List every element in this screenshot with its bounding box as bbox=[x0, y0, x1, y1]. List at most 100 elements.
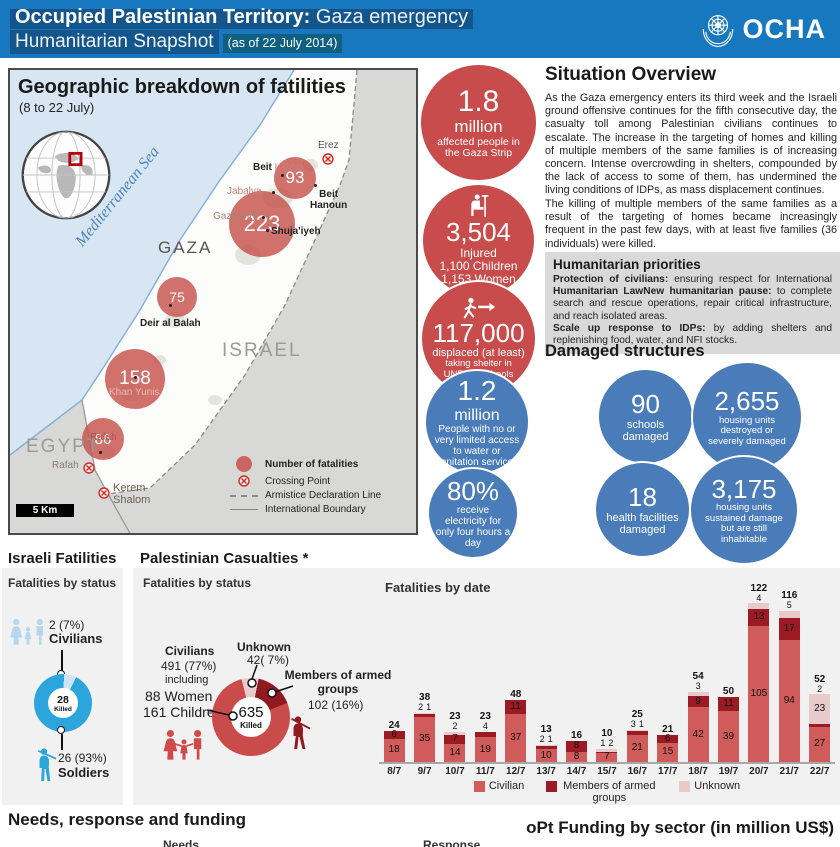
bar-segment-members-of-armed-groups: 17 bbox=[778, 617, 800, 640]
place-jabalya: Jabalya bbox=[227, 186, 262, 197]
priorities-title: Humanitarian priorities bbox=[553, 257, 701, 272]
crossing-point-icon bbox=[98, 487, 110, 499]
region-egypt: EGYPT bbox=[26, 436, 101, 457]
bar-total-label: 21 bbox=[662, 723, 674, 735]
bar-segment-civilian: 14 bbox=[444, 743, 466, 762]
armed-group-member-icon bbox=[291, 716, 310, 749]
palestinian-armed-label: Members of armed groups bbox=[284, 668, 392, 696]
crossing-point-icon bbox=[238, 475, 250, 487]
map-legend: Number of fatalities Crossing Point Armi… bbox=[229, 456, 409, 518]
bar-group-9/7: 38 2 1 35 bbox=[409, 576, 439, 762]
bar-segment-civilian: 42 bbox=[687, 707, 709, 762]
damaged-housing-inhabitable-circle: 3,175 housing units sustained damage but… bbox=[689, 455, 799, 565]
bar-segment-civilian: 39 bbox=[717, 711, 739, 762]
chart-x-axis: 8/7 9/7 10/7 11/7 12/7 13/7 14/7 15/7 16/7 17/7 18… bbox=[379, 762, 835, 777]
bar-segment-members-of-armed-groups: 13 bbox=[748, 608, 770, 626]
legend-item: Unknown bbox=[679, 780, 740, 804]
needs-column-header: Needs bbox=[163, 838, 200, 847]
place-beit-hanoun: Beit Hanoun bbox=[310, 189, 348, 211]
x-tick-12/7: 12/7 bbox=[506, 766, 526, 777]
bar-group-8/7: 24 6 18 bbox=[379, 576, 409, 762]
stat-affected-people: 1.8 million affected people in the Gaza … bbox=[419, 63, 538, 182]
bar-total-label: 54 bbox=[692, 670, 704, 682]
damaged-health-circle: 18 health facilities damaged bbox=[594, 461, 691, 558]
bar-segment-unknown bbox=[535, 745, 557, 747]
page-title-line1: Occupied Palestinian Territory: Gaza eme… bbox=[10, 6, 474, 29]
bar-group-11/7: 23 4 19 bbox=[470, 576, 500, 762]
place-gaza-city: Gaza City bbox=[213, 211, 257, 222]
bar-segment-unknown bbox=[687, 691, 709, 696]
x-tick-15/7: 15/7 bbox=[597, 766, 617, 777]
bar-segment-unknown bbox=[748, 603, 770, 609]
soldier-icon bbox=[37, 748, 56, 781]
legend-fatalities: Number of fatalities bbox=[229, 456, 409, 472]
palestinian-status-donut: 635 Killed bbox=[212, 678, 290, 756]
bar-group-20/7: 122 4 13 105 bbox=[744, 576, 774, 762]
bar-total-label: 116 bbox=[781, 590, 798, 602]
legend-boundary: International Boundary bbox=[229, 504, 409, 515]
un-emblem-icon bbox=[702, 15, 733, 48]
x-tick-14/7: 14/7 bbox=[566, 766, 587, 777]
palestinian-including: including bbox=[165, 674, 209, 686]
legend-crossing: Crossing Point bbox=[229, 475, 409, 487]
bar-group-22/7: 52 2 23 27 bbox=[804, 576, 834, 762]
place-rafah-area: Rafah bbox=[90, 432, 117, 443]
egypt-gaza-border bbox=[81, 399, 109, 495]
bar-segment-unknown bbox=[596, 749, 618, 752]
bar-segment-civilian: 94 bbox=[778, 639, 800, 762]
bar-segment-members-of-armed-groups: 6 bbox=[657, 733, 679, 743]
x-tick-8/7: 8/7 bbox=[387, 766, 402, 777]
funding-by-sector-title: oPt Funding by sector (in million US$) bbox=[526, 818, 834, 837]
bar-segment-members-of-armed-groups: 6 bbox=[383, 729, 405, 739]
bar-segment-civilian: 21 bbox=[626, 734, 648, 762]
fatality-circle-rafah: 86 bbox=[82, 418, 124, 460]
bar-group-18/7: 54 3 9 42 bbox=[683, 576, 713, 762]
bar-total-label: 122 bbox=[750, 582, 768, 594]
israeli-killed-label: Killed bbox=[54, 705, 72, 713]
injured-person-icon bbox=[470, 194, 488, 218]
x-tick-21/7: 21/7 bbox=[779, 766, 799, 777]
bar-segment-civilian: 15 bbox=[657, 742, 679, 762]
bar-total-label: 13 bbox=[540, 724, 552, 736]
situation-paragraph-1: As the Gaza emergency enters its third w… bbox=[545, 92, 837, 197]
palestinian-casualties-panel: Fatalities by status Civilians 491 (77%)… bbox=[133, 568, 840, 805]
x-tick-22/7: 22/7 bbox=[809, 766, 830, 777]
bar-segment-civilian: 8 bbox=[566, 751, 588, 762]
bar-segment-members-of-armed-groups bbox=[535, 746, 557, 749]
response-column-header: Response bbox=[423, 838, 481, 847]
x-tick-10/7: 10/7 bbox=[445, 766, 465, 777]
bar-segment-civilian: 7 bbox=[596, 752, 618, 762]
fatalities-by-date-title: Fatalities by date bbox=[385, 580, 491, 595]
fatality-circle-khan-yunis: 158 bbox=[105, 349, 165, 409]
displaced-walking-icon bbox=[463, 297, 495, 319]
israeli-by-status-subtitle: Fatalities by status bbox=[8, 576, 117, 590]
map-title: Geographic breakdown of fatilities bbox=[18, 76, 346, 98]
x-tick-13/7: 13/7 bbox=[536, 766, 556, 777]
bar-segment-civilian: 27 bbox=[809, 726, 831, 762]
palestinian-killed-value: 635 bbox=[238, 704, 264, 721]
page-title-line2: Humanitarian Snapshot (as of 22 July 2014… bbox=[10, 30, 343, 54]
bar-segment-unknown bbox=[778, 611, 800, 618]
place-deir-al-balah: Deir al Balah bbox=[140, 318, 201, 329]
legend-swatch bbox=[546, 781, 558, 792]
bar-segment-members-of-armed-groups: 9 bbox=[687, 695, 709, 708]
title-emergency: Gaza emergency bbox=[310, 6, 469, 28]
bar-total-label: 38 bbox=[419, 691, 431, 703]
palestinian-women: 88 Women bbox=[145, 688, 213, 704]
bar-total-label: 16 bbox=[570, 730, 583, 742]
x-tick-20/7: 20/7 bbox=[749, 766, 769, 777]
title-snapshot: Humanitarian Snapshot bbox=[10, 30, 219, 54]
bar-total-label: 23 bbox=[449, 711, 461, 723]
region-israel: ISRAEL bbox=[222, 340, 302, 361]
bar-group-14/7: 16 8 8 bbox=[561, 576, 591, 762]
map-subtitle: (8 to 22 July) bbox=[19, 100, 95, 115]
bar-total-label: 23 bbox=[479, 711, 491, 723]
bar-segment-unknown bbox=[444, 732, 466, 735]
bar-total-label: 48 bbox=[510, 688, 522, 700]
israeli-status-donut: 28 Killed bbox=[34, 674, 92, 732]
israeli-fatalities-panel: Fatalities by status 2 (7%) Civilians 28… bbox=[2, 568, 123, 805]
crossing-point-icon bbox=[322, 153, 334, 165]
bar-total-label: 50 bbox=[722, 686, 735, 698]
bar-group-19/7: 50 11 39 bbox=[713, 576, 743, 762]
place-kerem-shalom: Kerem Shalom bbox=[113, 482, 151, 506]
